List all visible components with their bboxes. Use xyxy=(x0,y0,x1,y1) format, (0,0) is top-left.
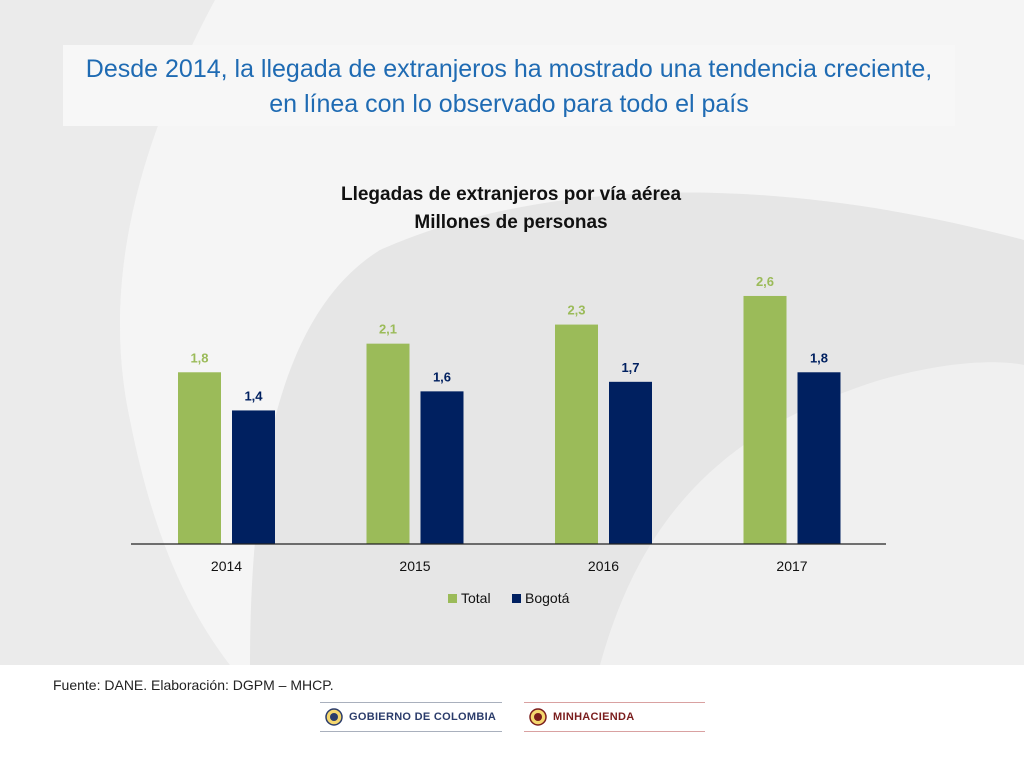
minhacienda-logo: MINHACIENDA xyxy=(524,702,705,732)
chart-subtitle: Millones de personas xyxy=(414,212,607,233)
chart-title: Llegadas de extranjeros por vía aérea xyxy=(341,184,681,205)
minhacienda-logo-text: MINHACIENDA xyxy=(553,711,635,723)
data-label-bogot--2014: 1,4 xyxy=(244,388,263,403)
data-label-total-2017: 2,6 xyxy=(756,274,774,289)
x-tick-labels: 2014 2015 2016 2017 xyxy=(211,558,808,574)
gobierno-de-colombia-logo: GOBIERNO DE COLOMBIA xyxy=(320,702,502,732)
bar-bogot--2016 xyxy=(609,381,652,544)
headline-line-1: Desde 2014, la llegada de extranjeros ha… xyxy=(85,55,933,83)
legend-swatch-1 xyxy=(512,594,521,603)
bar-total-2014 xyxy=(178,372,221,544)
minhacienda-seal-icon xyxy=(529,708,547,726)
data-label-total-2014: 1,8 xyxy=(190,350,208,365)
legend-label-0: Total xyxy=(461,590,491,606)
bar-total-2016 xyxy=(555,324,598,544)
footer xyxy=(0,665,1024,768)
bar-bogot--2017 xyxy=(797,372,841,544)
x-tick-label-2017: 2017 xyxy=(776,558,807,574)
slide-headline: Desde 2014, la llegada de extranjeros ha… xyxy=(63,52,955,122)
legend: Total Bogotá xyxy=(448,590,570,606)
headline-line-2: en línea con lo observado para todo el p… xyxy=(269,90,749,118)
source-note: Fuente: DANE. Elaboración: DGPM – MHCP. xyxy=(53,677,334,693)
bar-chart: Llegadas de extranjeros por vía aérea Mi… xyxy=(131,184,886,606)
data-label-bogot--2017: 1,8 xyxy=(810,350,828,365)
x-tick-label-2016: 2016 xyxy=(588,558,619,574)
bar-total-2015 xyxy=(366,343,410,544)
bar-total-2017 xyxy=(743,295,787,544)
headline-box xyxy=(63,45,955,126)
bar-bogot--2015 xyxy=(420,391,464,544)
data-label-total-2015: 2,1 xyxy=(379,322,397,337)
data-label-bogot--2015: 1,6 xyxy=(433,369,451,384)
data-label-bogot--2016: 1,7 xyxy=(621,360,639,375)
x-tick-label-2015: 2015 xyxy=(399,558,430,574)
colombia-seal-icon xyxy=(325,708,343,726)
bar-bogot--2014 xyxy=(232,410,275,544)
legend-swatch-0 xyxy=(448,594,457,603)
legend-label-1: Bogotá xyxy=(525,590,570,606)
x-tick-label-2014: 2014 xyxy=(211,558,242,574)
gobierno-logo-text: GOBIERNO DE COLOMBIA xyxy=(349,711,497,723)
data-label-total-2016: 2,3 xyxy=(567,303,585,318)
bars-group: 1,8 1,4 2,1 1,6 2,3 1,7 2,6 1,8 xyxy=(178,274,841,544)
